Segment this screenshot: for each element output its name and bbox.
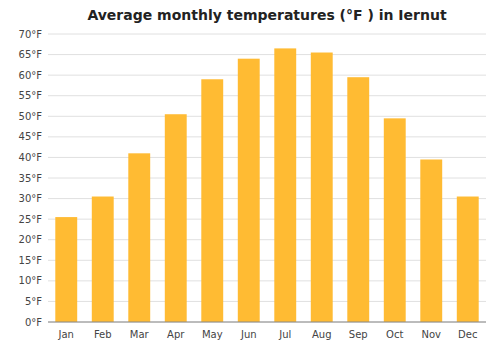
y-tick-label: 55°F — [19, 90, 43, 101]
grid-line — [48, 34, 486, 35]
bar — [238, 59, 260, 322]
y-tick-label: 50°F — [19, 111, 43, 122]
y-tick-label: 35°F — [19, 173, 43, 184]
bars — [55, 48, 478, 322]
bar — [92, 197, 114, 322]
x-tick-label: Apr — [167, 329, 185, 340]
bar — [165, 114, 187, 322]
bar — [55, 217, 77, 322]
y-tick-label: 65°F — [19, 49, 43, 60]
chart: Average monthly temperatures (°F ) in Ie… — [0, 0, 500, 350]
grid-line — [48, 136, 486, 137]
bar — [384, 118, 406, 322]
x-tick-label: Nov — [421, 329, 441, 340]
x-tick-label: Jan — [58, 329, 74, 340]
x-axis-line — [48, 322, 486, 323]
x-tick-label: Oct — [386, 329, 403, 340]
y-tick-label: 45°F — [19, 131, 43, 142]
bar — [201, 79, 223, 322]
grid-line — [48, 157, 486, 158]
x-tick-label: Mar — [130, 329, 150, 340]
title: Average monthly temperatures (°F ) in Ie… — [87, 7, 447, 23]
y-tick-label: 15°F — [19, 255, 43, 266]
x-tick-label: Jun — [240, 329, 257, 340]
x-tick-label: Jul — [278, 329, 291, 340]
x-tick-label: May — [202, 329, 223, 340]
bar — [311, 53, 333, 322]
bar — [420, 159, 442, 322]
y-tick-label: 70°F — [19, 29, 43, 40]
y-tick-label: 60°F — [19, 70, 43, 81]
bar — [128, 153, 150, 322]
bar — [274, 48, 296, 322]
y-tick-label: 20°F — [19, 234, 43, 245]
x-tick-label: Feb — [94, 329, 112, 340]
bar — [457, 197, 479, 322]
grid-line — [48, 54, 486, 55]
y-axis: 0°F 5°F 10°F 15°F 20°F 25°F 30°F 35°F 40°F 45°F 50… — [19, 29, 43, 328]
x-axis: Jan Feb Mar Apr May Jun Jul Aug Sep Oct Nov Dec — [48, 322, 486, 340]
y-tick-label: 25°F — [19, 214, 43, 225]
x-tick-label: Aug — [312, 329, 332, 340]
x-tick-label: Dec — [458, 329, 477, 340]
grid-line — [48, 95, 486, 96]
y-tick-label: 0°F — [25, 317, 42, 328]
y-tick-label: 5°F — [25, 296, 42, 307]
grid-line — [48, 75, 486, 76]
y-tick-label: 10°F — [19, 275, 43, 286]
grid — [48, 34, 486, 322]
bar — [347, 77, 369, 322]
y-tick-label: 30°F — [19, 193, 43, 204]
chart-container: Average monthly temperatures (°F ) in Ie… — [0, 0, 500, 350]
grid-line — [48, 116, 486, 117]
grid-line — [48, 322, 486, 323]
x-tick-label: Sep — [349, 329, 368, 340]
y-tick-label: 40°F — [19, 152, 43, 163]
